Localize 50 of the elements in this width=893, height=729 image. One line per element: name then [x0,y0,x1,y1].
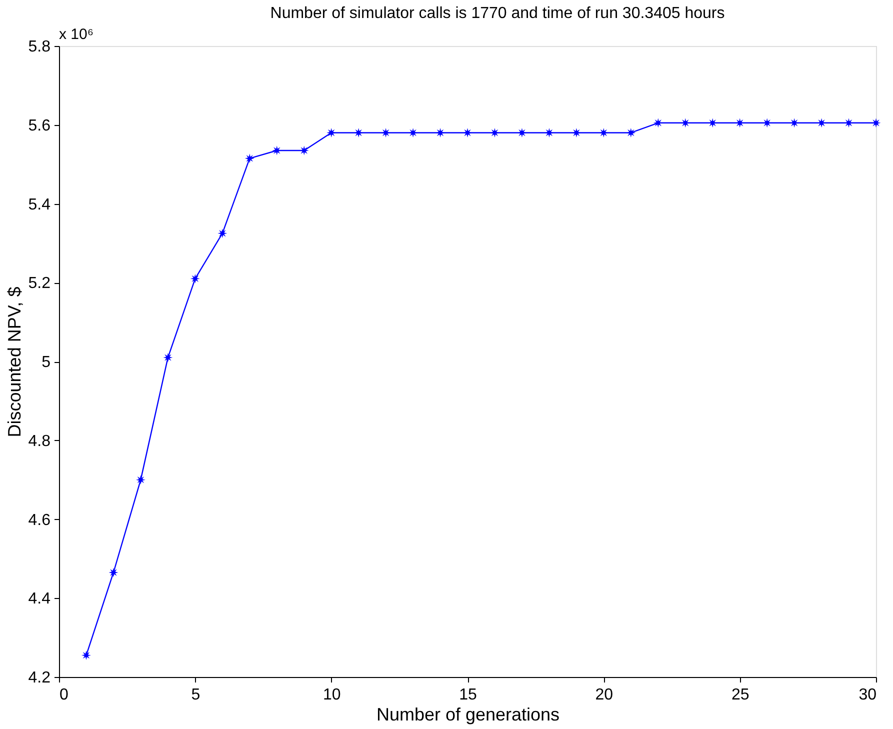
point [108,568,118,578]
y-tick-label: 4.4 [28,590,51,608]
x-tick-label: 30 [858,686,877,704]
point [244,154,254,164]
point [762,118,772,128]
point [354,128,364,138]
x-tick-label: 0 [60,686,68,704]
y-tick-label: 4.6 [28,512,51,529]
x-tick-label: 20 [595,686,614,704]
point [218,228,228,238]
point [598,128,608,138]
y-tick-label: 5.4 [28,196,51,214]
point [163,352,173,362]
y-tick-label: 5.8 [28,38,51,56]
point [544,128,554,138]
x-axis-title: Number of generations [376,704,560,724]
y-axis-title: Discounted NPV, $ [4,286,24,438]
point [136,475,146,485]
point [272,146,282,156]
text: x 10⁶ [59,26,94,43]
point [408,128,418,138]
point [653,118,663,128]
x-tick-label: 5 [191,686,200,704]
point [462,128,472,138]
chart-title: Number of simulator calls is 1770 and time of run 30.3405 hours [270,5,725,22]
point [735,118,745,128]
x-tick-label: 15 [459,686,477,704]
point [626,128,636,138]
point [680,118,690,128]
y-tick-label: 5.6 [28,117,51,134]
point [490,128,500,138]
x-tick-label: 10 [322,686,341,704]
point [299,146,309,156]
point [816,118,826,128]
point [190,274,200,284]
x-tick-label: 25 [731,686,750,704]
point [572,128,582,138]
point [436,128,446,138]
y-tick-label: 5 [42,354,51,371]
point [81,650,91,660]
y-tick-label: 4.8 [28,432,51,450]
point [517,128,527,138]
y-tick-label: 5.2 [28,275,51,292]
point [790,118,800,128]
point [844,118,854,128]
point [708,118,718,128]
point [326,128,336,138]
point [381,128,391,138]
y-tick-label: 4.2 [28,670,51,686]
point [871,118,881,128]
